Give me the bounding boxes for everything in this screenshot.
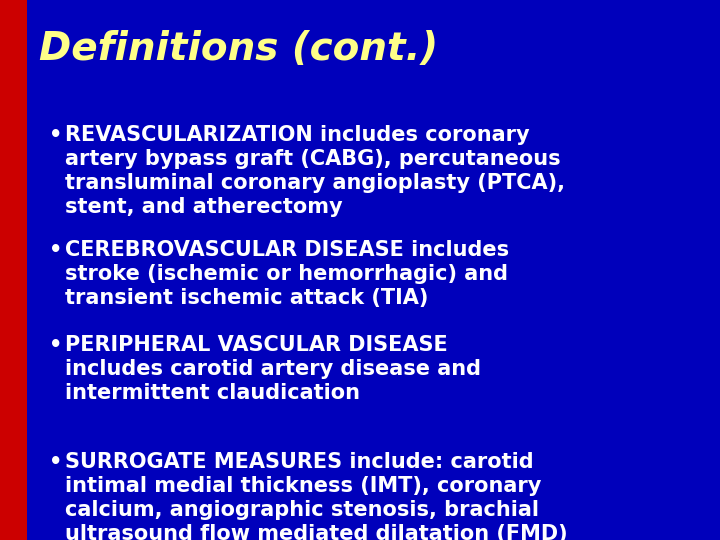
- Text: Definitions (cont.): Definitions (cont.): [40, 30, 438, 68]
- Text: REVASCULARIZATION includes coronary
artery bypass graft (CABG), percutaneous
tra: REVASCULARIZATION includes coronary arte…: [66, 125, 565, 217]
- Text: CEREBROVASCULAR DISEASE includes
stroke (ischemic or hemorrhagic) and
transient : CEREBROVASCULAR DISEASE includes stroke …: [66, 240, 510, 308]
- Text: •: •: [50, 335, 63, 355]
- Bar: [0, 0, 27, 540]
- Text: •: •: [50, 125, 63, 145]
- Text: •: •: [50, 240, 63, 260]
- Text: •: •: [50, 452, 63, 472]
- Text: SURROGATE MEASURES include: carotid
intimal medial thickness (IMT), coronary
cal: SURROGATE MEASURES include: carotid inti…: [66, 452, 568, 540]
- Text: PERIPHERAL VASCULAR DISEASE
includes carotid artery disease and
intermittent cla: PERIPHERAL VASCULAR DISEASE includes car…: [66, 335, 482, 403]
